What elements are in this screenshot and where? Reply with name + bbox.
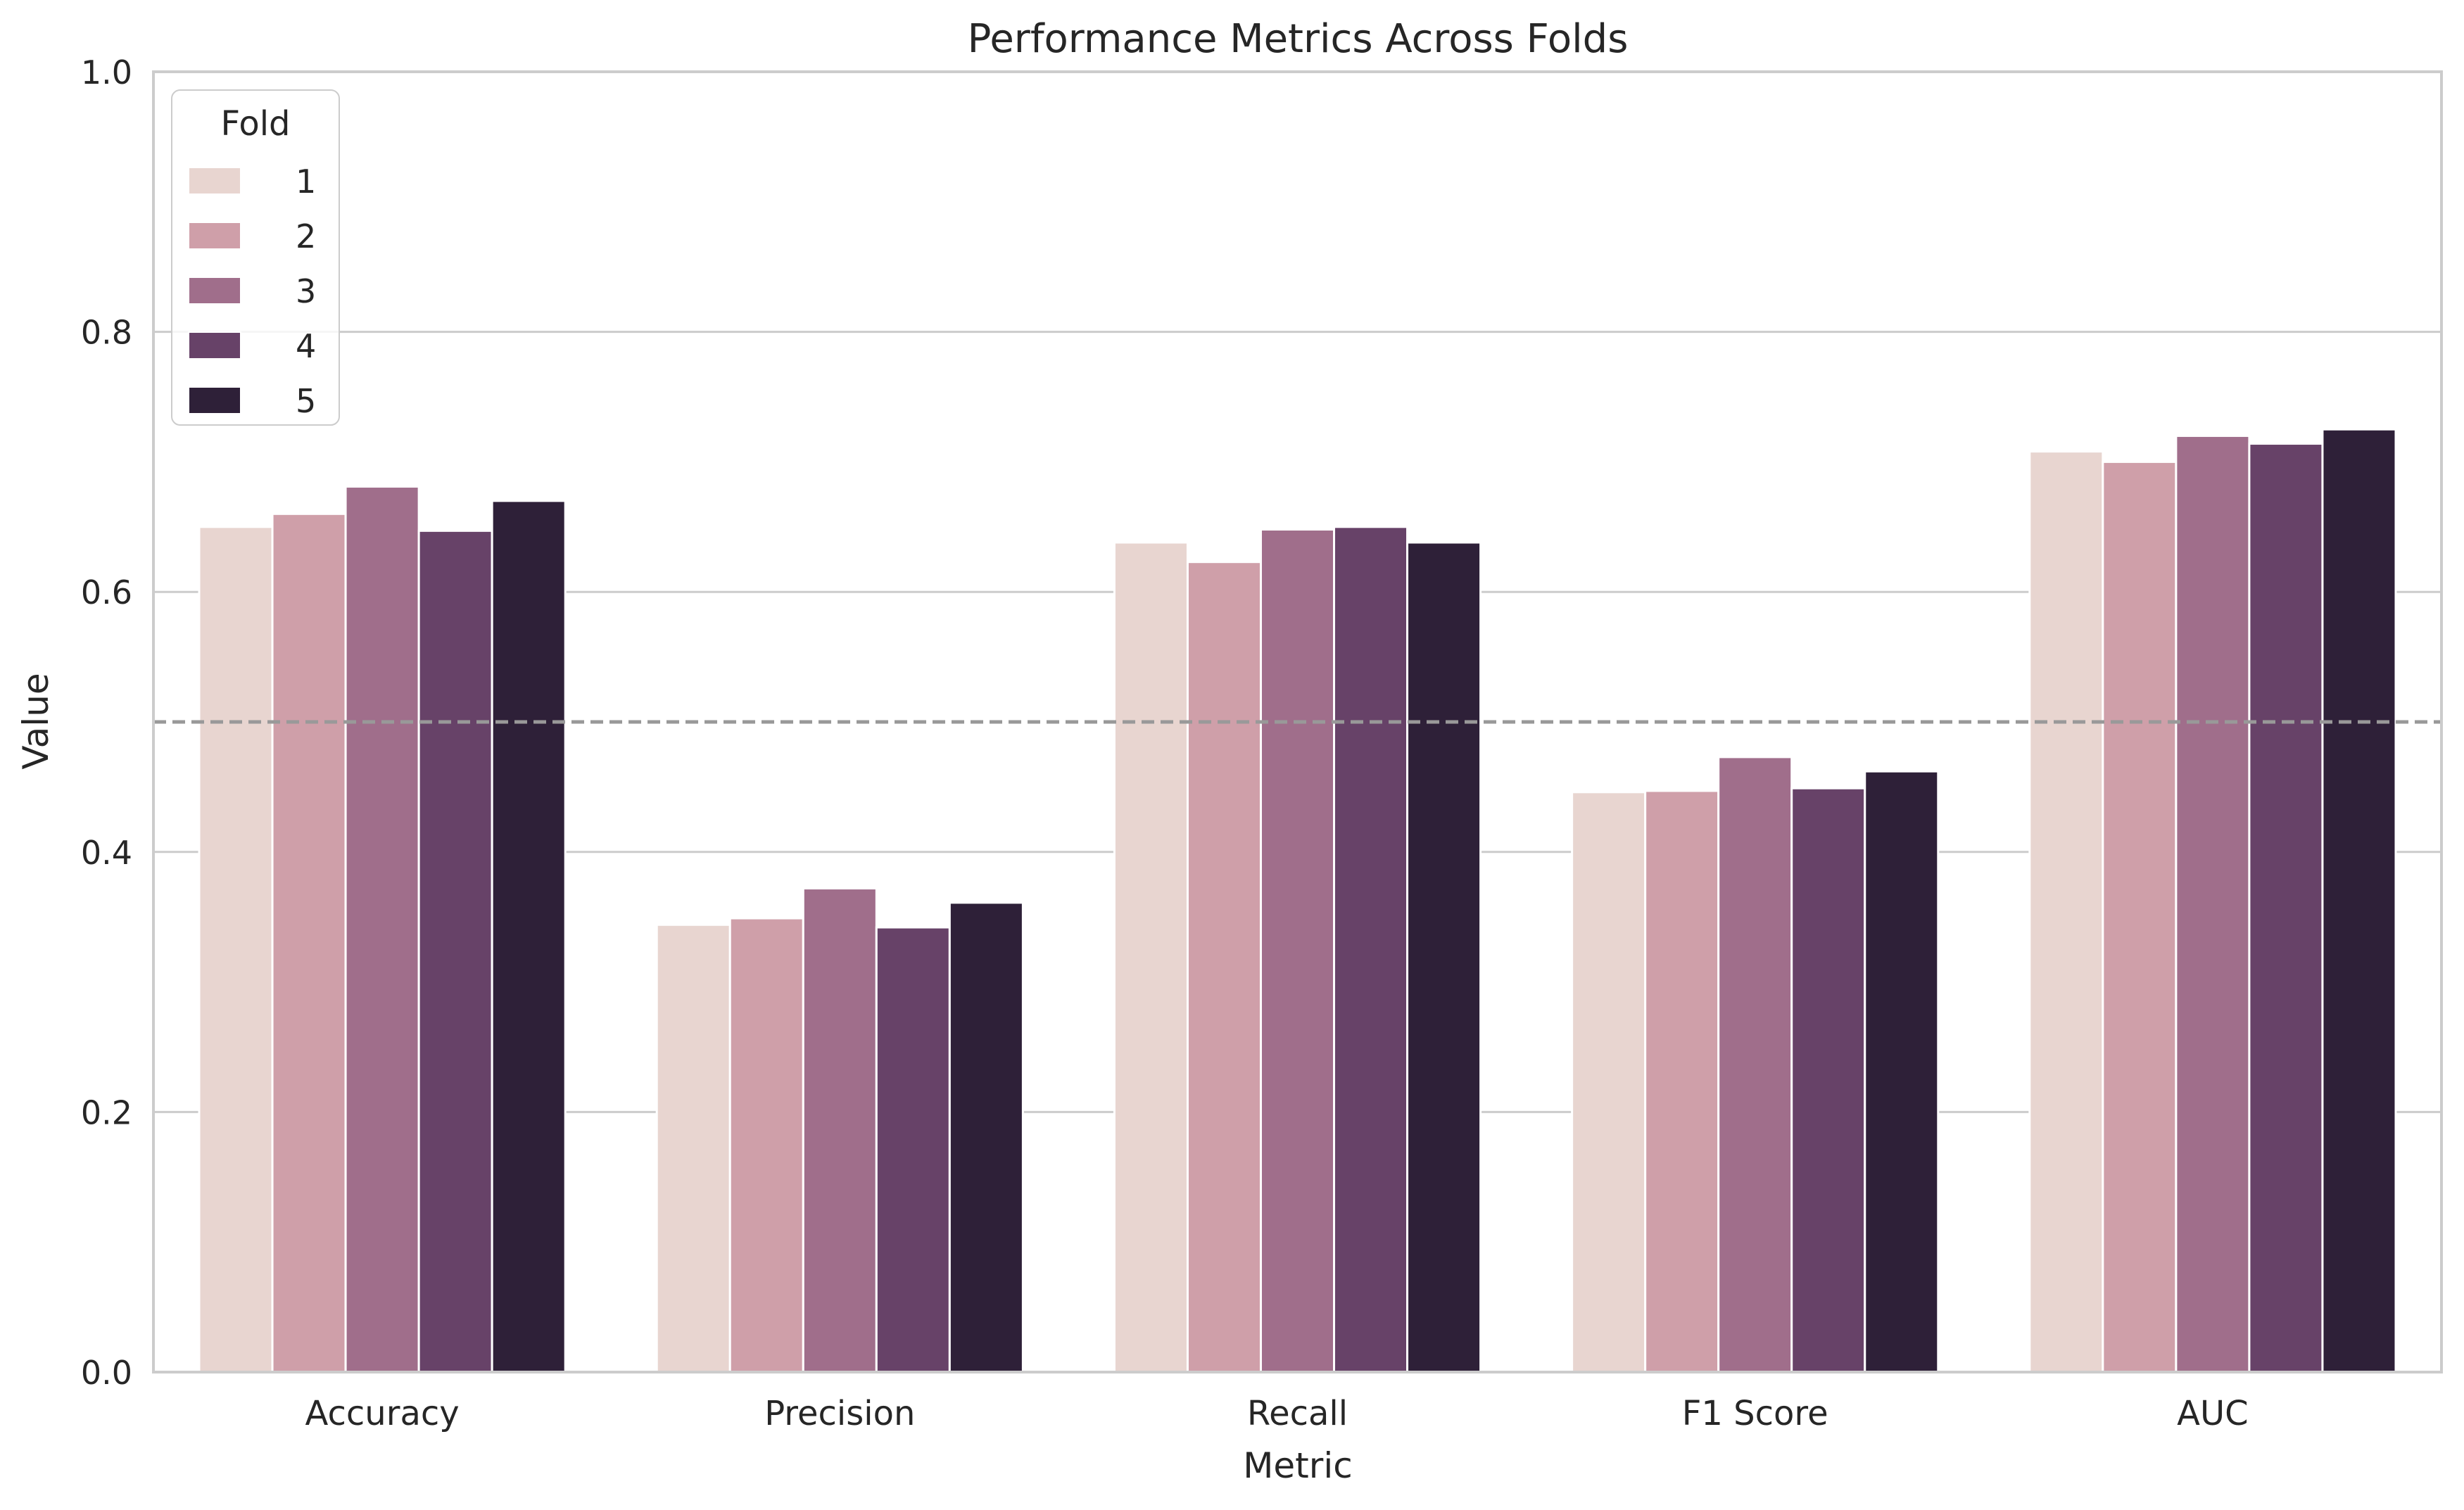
x-tick-label: F1 Score xyxy=(1682,1394,1828,1433)
bar xyxy=(1790,787,1866,1373)
legend: Fold 1 2 3 4 5 xyxy=(171,89,340,426)
legend-swatch xyxy=(188,277,241,305)
y-tick-label: 0.2 xyxy=(81,1093,132,1131)
bar xyxy=(1644,789,1720,1373)
legend-swatch xyxy=(188,331,241,360)
axes-frame xyxy=(152,70,2443,1373)
bar xyxy=(344,486,420,1373)
bar xyxy=(417,529,493,1373)
legend-swatch xyxy=(188,222,241,250)
y-tick-label: 0.8 xyxy=(81,314,132,352)
y-tick-label: 1.0 xyxy=(81,53,132,91)
bar xyxy=(1259,528,1336,1373)
bar xyxy=(2102,460,2178,1373)
bar xyxy=(271,512,347,1373)
bar xyxy=(1333,526,1409,1373)
legend-swatch xyxy=(188,167,241,195)
bar xyxy=(655,923,731,1373)
bar xyxy=(2321,428,2397,1373)
bar xyxy=(2248,443,2324,1373)
chart-title: Performance Metrics Across Folds xyxy=(968,16,1629,62)
legend-label: 4 xyxy=(296,327,316,365)
legend-label: 1 xyxy=(296,163,316,201)
bar xyxy=(1717,756,1793,1373)
bar xyxy=(1571,791,1647,1373)
bar xyxy=(728,917,804,1373)
x-tick-label: Accuracy xyxy=(305,1394,460,1433)
legend-swatch xyxy=(188,386,241,414)
bar xyxy=(2175,434,2251,1373)
legend-title: Fold xyxy=(220,104,290,144)
bar xyxy=(802,887,878,1373)
y-tick-label: 0.6 xyxy=(81,573,132,611)
bar xyxy=(491,500,567,1373)
bars-layer xyxy=(198,428,2397,1373)
x-tick-label: Precision xyxy=(764,1394,915,1433)
legend-label: 5 xyxy=(296,382,316,420)
axes-border xyxy=(152,70,2443,1373)
bar xyxy=(875,926,951,1373)
x-tick-label: AUC xyxy=(2177,1394,2248,1433)
bar xyxy=(1186,561,1262,1373)
legend-label: 3 xyxy=(296,272,316,310)
bar xyxy=(948,901,1024,1373)
bar xyxy=(198,526,274,1373)
bar xyxy=(1864,770,1940,1373)
tick-labels: 0.0 0.2 0.4 0.6 0.8 1.0 Accuracy Precision Recal… xyxy=(81,53,2249,1433)
bar xyxy=(1113,541,1189,1373)
y-tick-label: 0.0 xyxy=(81,1354,132,1392)
y-axis-label: Value xyxy=(15,673,56,769)
x-axis-label: Metric xyxy=(1243,1445,1352,1486)
y-tick-label: 0.4 xyxy=(81,834,132,872)
legend-label: 2 xyxy=(296,217,316,255)
bar xyxy=(2028,450,2104,1373)
bar xyxy=(1406,541,1482,1373)
x-tick-label: Recall xyxy=(1247,1394,1348,1433)
